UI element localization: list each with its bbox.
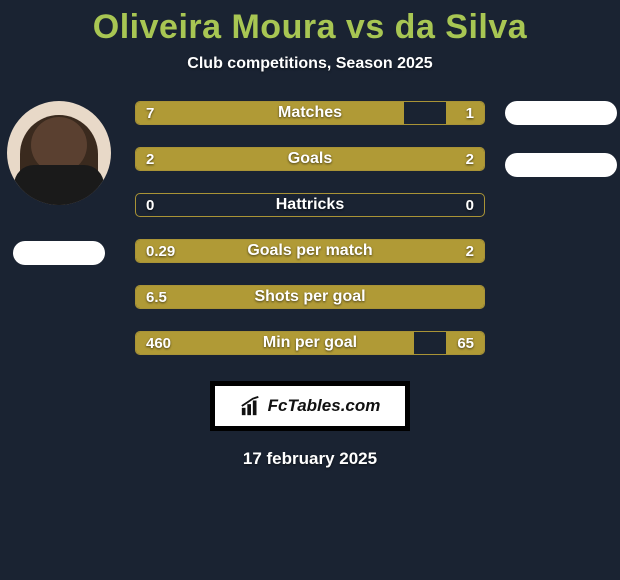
subtitle: Club competitions, Season 2025 — [0, 55, 620, 73]
stat-right-fill — [310, 148, 484, 170]
chart-icon — [240, 395, 262, 417]
stat-right-fill — [181, 240, 484, 262]
stat-left-fill — [136, 286, 484, 308]
stat-left-value: 0 — [146, 194, 154, 216]
stat-row: 0 0Hattricks — [135, 193, 485, 217]
stats-bars: 71Matches 22Goals 0 0Hattricks 0.292Goals pe… — [135, 101, 485, 355]
stat-left-fill — [136, 148, 310, 170]
stat-right-value: 0 — [466, 194, 474, 216]
footer-date: 17 february 2025 — [0, 449, 620, 469]
player-right-name-bubble-2 — [505, 153, 617, 177]
player-left-panel — [4, 101, 114, 265]
footer-brand: FcTables.com — [268, 396, 381, 416]
stat-label: Hattricks — [136, 194, 484, 216]
player-left-name-bubble — [13, 241, 105, 265]
stat-right-fill — [446, 332, 484, 354]
stat-left-fill — [136, 332, 414, 354]
player-right-panel — [506, 101, 616, 177]
stat-row: 6.5Shots per goal — [135, 285, 485, 309]
page-title: Oliveira Moura vs da Silva — [0, 0, 620, 47]
stat-right-fill — [446, 102, 484, 124]
stat-row: 71Matches — [135, 101, 485, 125]
player-right-name-bubble-1 — [505, 101, 617, 125]
player-left-avatar — [7, 101, 111, 205]
stat-row: 22Goals — [135, 147, 485, 171]
stat-row: 0.292Goals per match — [135, 239, 485, 263]
stat-row: 46065Min per goal — [135, 331, 485, 355]
avatar-silhouette-icon — [20, 115, 98, 205]
comparison-content: 71Matches 22Goals 0 0Hattricks 0.292Goals pe… — [0, 101, 620, 355]
stat-left-fill — [136, 102, 404, 124]
footer-badge: FcTables.com — [210, 381, 410, 431]
stat-left-fill — [136, 240, 181, 262]
